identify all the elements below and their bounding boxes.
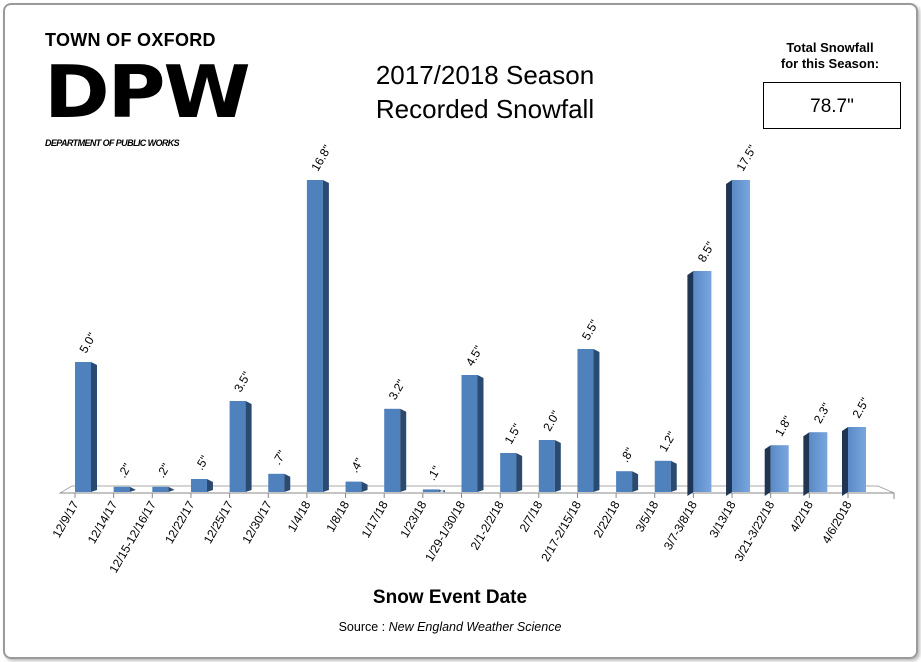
bar-side: [803, 432, 810, 496]
title-line-1: 2017/2018 Season: [375, 60, 595, 90]
bar: [770, 445, 789, 492]
data-label: .8": [618, 445, 637, 464]
bar-side: [632, 471, 639, 492]
bar-side: [842, 427, 848, 496]
bar-side: [516, 453, 523, 492]
data-label: 8.5": [695, 239, 718, 264]
logo-town: TOWN OF OXFORD: [45, 30, 216, 50]
data-label: .4": [347, 456, 366, 475]
x-tick-label: 3/5/18: [633, 498, 662, 534]
bar-side: [687, 271, 694, 496]
total-label: Total Snowfall for this Season:: [755, 40, 905, 72]
bar: [732, 180, 751, 492]
bar-side: [322, 180, 329, 492]
logo-department: DEPARTMENT OF PUBLIC WORKS: [45, 138, 180, 148]
data-label: 5.0": [76, 330, 99, 355]
x-tick-label: 1/4/18: [285, 498, 314, 534]
chart-frame: [3, 3, 918, 659]
x-tick-label: 1/29-1/30/18: [422, 498, 468, 564]
bar: [229, 401, 246, 492]
logo-dpw: DPW: [44, 50, 251, 134]
bar: [422, 489, 439, 492]
bar: [654, 460, 671, 492]
data-label: 1.8": [772, 414, 795, 439]
data-label: .7": [270, 448, 289, 467]
bar-side: [245, 401, 252, 492]
data-label: 2.3": [811, 401, 834, 426]
data-label: 2.5": [849, 395, 872, 420]
data-label: .1": [424, 464, 443, 483]
bar: [809, 432, 828, 492]
data-label: 1.5": [502, 421, 525, 446]
data-label: 17.5": [734, 143, 760, 174]
bar: [306, 180, 323, 492]
bar-side: [438, 489, 445, 493]
total-label-line-2: for this Season:: [780, 56, 880, 71]
bar-side: [400, 408, 407, 492]
x-tick-label: 1/23/18: [397, 498, 429, 540]
bar-side: [764, 445, 771, 496]
x-tick-label: 3/7-3/8/18: [661, 498, 700, 552]
bar: [693, 271, 712, 492]
bar-side: [477, 375, 484, 492]
bar-side: [361, 481, 368, 492]
x-tick-label: 4/6/2018: [819, 498, 855, 546]
bar-side: [554, 440, 561, 492]
x-tick-label: 3/13/18: [707, 498, 739, 540]
bar: [190, 479, 207, 492]
bar: [75, 362, 91, 492]
x-tick-label: 1/8/18: [323, 498, 352, 534]
data-label: 3.5": [231, 369, 254, 394]
bar-side: [206, 479, 213, 492]
bar-side: [726, 180, 733, 496]
data-label: .5": [192, 453, 211, 472]
data-label: 2.0": [540, 408, 563, 433]
data-label: 1.2": [656, 429, 679, 454]
data-label: .2": [115, 461, 134, 480]
bar: [345, 481, 362, 492]
x-tick-label: 12/30/17: [239, 498, 275, 546]
data-label: 4.5": [463, 343, 486, 368]
source-note: Source : New England Weather Science: [250, 620, 650, 634]
x-tick-label: 4/2/18: [787, 498, 816, 534]
source-name: New England Weather Science: [388, 620, 562, 634]
data-label: 16.8": [308, 143, 334, 174]
data-label: .2": [154, 461, 173, 480]
bar: [152, 486, 169, 492]
x-tick-label: 12/25/17: [201, 498, 237, 546]
data-label: 5.5": [579, 317, 602, 342]
data-label: 3.2": [386, 377, 409, 402]
bar: [268, 473, 285, 492]
bar-side: [670, 460, 677, 492]
bar: [538, 440, 555, 492]
bar-side: [129, 486, 136, 492]
bar-side: [284, 473, 291, 492]
x-tick-label: 1/17/18: [359, 498, 391, 540]
total-label-line-1: Total Snowfall: [786, 40, 874, 55]
bar: [113, 486, 130, 492]
total-value-box: 78.7": [763, 82, 901, 129]
source-label: Source :: [338, 620, 389, 634]
x-tick-label: 12/14/17: [85, 498, 121, 546]
x-axis-title: Snow Event Date: [372, 587, 528, 608]
x-tick-label: 3/21-3/22/18: [731, 498, 777, 564]
x-tick-label: 12/9/17: [49, 498, 81, 540]
bar: [616, 471, 633, 492]
bar: [577, 349, 594, 492]
bar-side: [593, 349, 600, 492]
x-tick-label: 2/17-2/15/18: [538, 498, 584, 564]
chart-title: 2017/2018 Season Recorded Snowfall: [300, 58, 670, 126]
x-tick-label: 2/22/18: [591, 498, 623, 540]
bar: [461, 375, 478, 492]
bar: [848, 427, 866, 492]
bar-side: [168, 486, 175, 492]
x-tick-label: 12/22/17: [162, 498, 198, 546]
x-tick-label: 2/7/18: [517, 498, 546, 534]
bar: [384, 408, 401, 492]
x-tick-label: 2/1-2/2/18: [468, 498, 507, 552]
bar-side: [91, 362, 97, 492]
title-line-2: Recorded Snowfall: [375, 94, 595, 124]
bar: [500, 453, 517, 492]
